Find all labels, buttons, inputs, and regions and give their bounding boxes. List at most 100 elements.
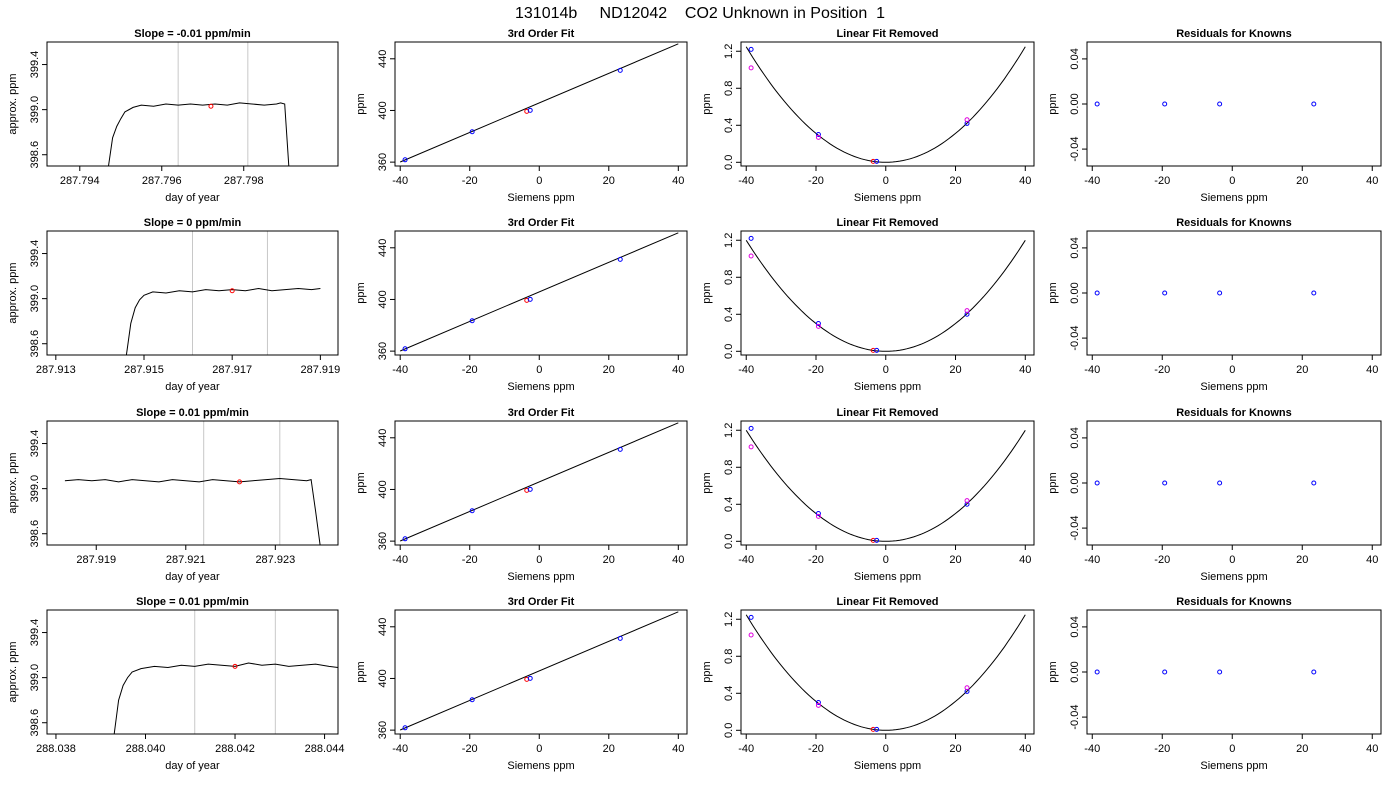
x-tick-label: 40 <box>672 175 684 187</box>
panel-r4-known: Residuals for Knowns -40 -20 0 20 40 -0.04 0.00… <box>1047 596 1382 772</box>
y-axis-label: ppm <box>701 472 713 493</box>
data-point <box>964 308 970 314</box>
x-tick-label: -40 <box>1084 554 1100 566</box>
y-axis-label: ppm <box>1047 661 1059 682</box>
x-tick-label: 287.917 <box>212 364 252 376</box>
panel-r2-resid: Linear Fit Removed -40 -20 0 20 40 0.0 0.4 0.8 1.… <box>701 217 1035 393</box>
data-point <box>527 296 533 302</box>
plot-frame <box>1086 41 1382 167</box>
panel-r1-time: Slope = -0.01 ppm/min 287.794 287.796 287.7… <box>7 28 339 204</box>
x-tick-label: 40 <box>1366 175 1378 187</box>
y-tick-label: 0.8 <box>723 81 735 96</box>
y-tick-label: 440 <box>377 429 389 447</box>
x-tick-label: -40 <box>738 175 754 187</box>
data-point <box>527 486 533 492</box>
data-point <box>1217 290 1223 296</box>
data-point <box>748 614 754 620</box>
x-tick-label: 288.040 <box>126 743 166 755</box>
plot-frame <box>740 420 1035 546</box>
y-tick-label: 0.00 <box>1069 661 1081 682</box>
y-axis-label: approx. ppm <box>7 641 19 702</box>
x-tick-label: -40 <box>738 743 754 755</box>
plot-area <box>400 422 679 542</box>
data-point <box>815 700 821 706</box>
series-line <box>108 102 290 166</box>
y-axis-label: approx. ppm <box>7 73 19 134</box>
data-point <box>874 537 880 543</box>
x-tick-label: 0 <box>883 364 889 376</box>
x-axis-label: day of year <box>165 760 220 772</box>
y-axis-label: ppm <box>355 661 367 682</box>
fit-line <box>400 232 679 352</box>
x-tick-label: 20 <box>949 364 961 376</box>
y-tick-label: 398.6 <box>29 330 41 358</box>
x-tick-label: 288.044 <box>305 743 345 755</box>
data-point <box>815 511 821 517</box>
data-point <box>870 158 876 164</box>
x-tick-label: 40 <box>672 364 684 376</box>
x-tick-label: -20 <box>808 554 824 566</box>
data-point <box>748 253 754 259</box>
y-tick-label: 0.4 <box>723 686 735 701</box>
y-tick-label: 0.04 <box>1069 48 1081 69</box>
plot-frame <box>46 41 339 167</box>
data-point <box>469 697 475 703</box>
data-point <box>469 508 475 514</box>
y-tick-label: 399.4 <box>29 51 41 79</box>
plot-area <box>745 425 1026 543</box>
x-axis-label: Siemens ppm <box>507 192 574 204</box>
plot-frame <box>394 609 688 735</box>
data-point <box>1094 480 1100 486</box>
panel-title: 3rd Order Fit <box>508 28 575 40</box>
data-point <box>208 103 214 109</box>
data-point <box>1162 480 1168 486</box>
data-point <box>1217 669 1223 675</box>
y-tick-label: 360 <box>377 153 389 171</box>
y-tick-label: 398.6 <box>29 709 41 737</box>
data-point <box>617 256 623 262</box>
panel-r3-time: Slope = 0.01 ppm/min 287.919 287.921 287.92… <box>7 407 339 583</box>
x-tick-label: -20 <box>462 364 478 376</box>
x-tick-label: 0 <box>1229 175 1235 187</box>
plot-frame <box>394 420 688 546</box>
x-tick-label: -40 <box>738 364 754 376</box>
panel-title: Residuals for Knowns <box>1176 217 1292 229</box>
x-tick-label: 0 <box>1229 364 1235 376</box>
plot-area <box>113 610 338 734</box>
data-point <box>815 702 821 708</box>
y-axis-label: approx. ppm <box>7 262 19 323</box>
y-axis-label: ppm <box>701 661 713 682</box>
y-tick-label: 1.2 <box>723 233 735 248</box>
x-axis-label: day of year <box>165 571 220 583</box>
x-tick-label: 287.921 <box>166 554 206 566</box>
data-point <box>815 513 821 519</box>
fit-line <box>400 43 679 163</box>
panel-r1-resid: Linear Fit Removed -40 -20 0 20 40 0.0 0.4 0.8 1.… <box>701 28 1035 204</box>
data-point <box>1094 101 1100 107</box>
data-point <box>617 67 623 73</box>
panel-title: Linear Fit Removed <box>836 217 938 229</box>
y-axis-label: ppm <box>1047 93 1059 114</box>
fit-line <box>400 611 679 731</box>
plot-area <box>108 42 290 166</box>
panel-r3-known: Residuals for Knowns -40 -20 0 20 40 -0.04 0.00… <box>1047 407 1382 583</box>
x-tick-label: -40 <box>392 175 408 187</box>
y-tick-label: 440 <box>377 239 389 257</box>
y-tick-label: 400 <box>377 290 389 308</box>
plot-area <box>1094 669 1317 675</box>
panel-r3-resid: Linear Fit Removed -40 -20 0 20 40 0.0 0.4 0.8 1.… <box>701 407 1035 583</box>
x-tick-label: -40 <box>1084 175 1100 187</box>
y-tick-label: 360 <box>377 342 389 360</box>
panel-title: Slope = 0 ppm/min <box>144 217 242 229</box>
y-tick-label: 440 <box>377 50 389 68</box>
y-tick-label: 360 <box>377 532 389 550</box>
x-tick-label: -20 <box>462 175 478 187</box>
x-tick-label: 0 <box>536 554 542 566</box>
data-point <box>1094 669 1100 675</box>
panel-title: Residuals for Knowns <box>1176 407 1292 419</box>
data-point <box>1162 290 1168 296</box>
data-point <box>1311 101 1317 107</box>
data-point <box>1217 101 1223 107</box>
plot-frame <box>46 420 339 546</box>
y-tick-label: 399.4 <box>29 619 41 647</box>
